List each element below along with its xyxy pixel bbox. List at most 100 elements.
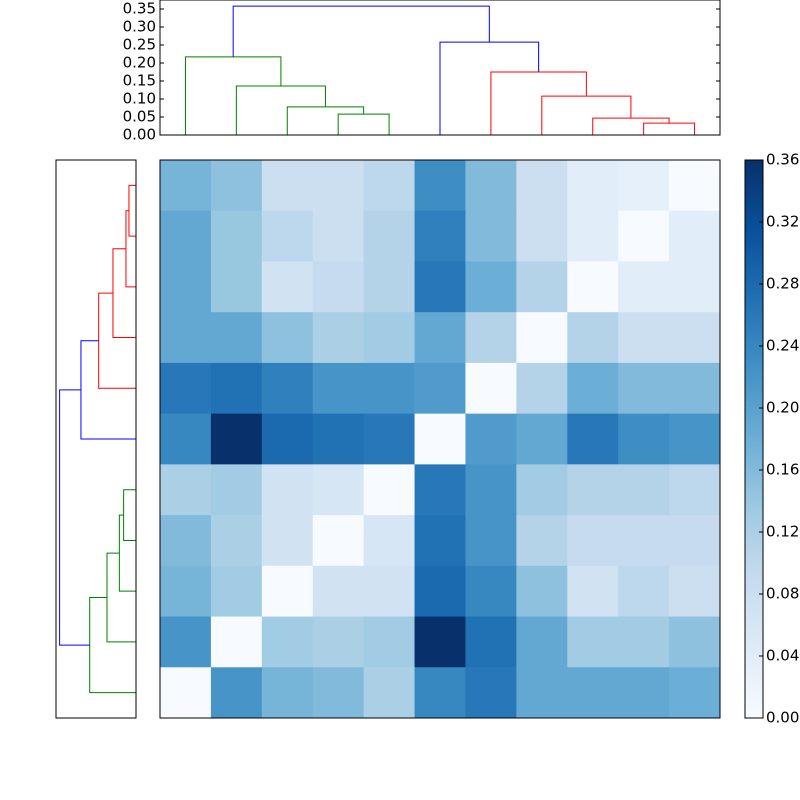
heatmap-cell	[414, 362, 466, 415]
heatmap-cell	[160, 261, 212, 313]
heatmap-cell	[567, 160, 619, 212]
top-dendrogram-link	[592, 117, 670, 135]
heatmap-cell	[516, 362, 568, 415]
heatmap-cell	[210, 210, 263, 262]
heatmap-cell	[618, 160, 670, 212]
y-tick-label: 0.35	[123, 0, 156, 18]
heatmap-cell	[210, 413, 263, 465]
heatmap-cell	[669, 362, 721, 415]
colorbar-tick-label: 0.12	[766, 523, 799, 541]
heatmap-cell	[261, 362, 314, 415]
top-dendrogram-frame	[159, 0, 721, 136]
heatmap-cell	[516, 667, 568, 719]
colorbar-tick-label: 0.28	[766, 275, 799, 293]
heatmap-cell	[312, 616, 365, 668]
heatmap-cell	[160, 464, 212, 516]
top-dendrogram-link	[439, 41, 540, 135]
left-dendrogram-link	[89, 597, 136, 694]
heatmap-cell	[516, 464, 568, 516]
left-dendrogram-link	[123, 489, 136, 541]
heatmap-cell	[312, 565, 365, 618]
top-dendrogram-link	[286, 106, 365, 135]
heatmap-cell	[363, 565, 416, 618]
heatmap-cell	[465, 515, 517, 567]
heatmap-cell	[210, 261, 263, 313]
heatmap-cell	[261, 616, 314, 668]
heatmap-cell	[312, 312, 365, 364]
heatmap-cell	[312, 210, 365, 262]
left-dendrogram-link	[98, 292, 136, 389]
colorbar-tick-label: 0.04	[766, 647, 799, 665]
heatmap-cell	[465, 312, 517, 364]
heatmap-cell	[516, 413, 568, 465]
heatmap-cell	[261, 464, 314, 516]
heatmap-cell	[465, 261, 517, 313]
heatmap-cell	[160, 362, 212, 415]
heatmap-cell	[414, 464, 466, 516]
left-dendrogram-link	[112, 248, 136, 339]
y-tick-label: 0.00	[123, 126, 156, 144]
y-tick-label: 0.25	[123, 36, 156, 54]
heatmap-cell	[669, 667, 721, 719]
heatmap-cell	[363, 312, 416, 364]
heatmap-frame	[159, 159, 721, 719]
y-tick-label: 0.05	[123, 108, 156, 126]
heatmap-cell	[160, 160, 212, 212]
heatmap-cell	[363, 261, 416, 313]
y-tick-label: 0.30	[123, 18, 156, 36]
heatmap-cell	[567, 261, 619, 313]
colorbar-frame	[744, 159, 764, 719]
heatmap-cell	[567, 616, 619, 668]
y-tick-label: 0.15	[123, 72, 156, 90]
heatmap-cell	[618, 667, 670, 719]
heatmap-cell	[312, 667, 365, 719]
heatmap-cell	[363, 362, 416, 415]
heatmap-cell	[465, 160, 517, 212]
heatmap-cell	[414, 413, 466, 465]
heatmap-cell	[465, 667, 517, 719]
heatmap-cell	[210, 667, 263, 719]
heatmap-cell	[363, 515, 416, 567]
left-dendrogram-link	[59, 389, 90, 646]
top-dendrogram-link	[235, 85, 326, 135]
heatmap-cell	[160, 413, 212, 465]
heatmap-cell	[312, 362, 365, 415]
heatmap-cell	[567, 667, 619, 719]
heatmap-cell	[261, 515, 314, 567]
left-dendrogram-link	[80, 340, 136, 440]
colorbar-tick-label: 0.00	[766, 709, 799, 727]
heatmap-cell	[465, 464, 517, 516]
y-tick-label: 0.20	[123, 54, 156, 72]
heatmap-cell	[618, 515, 670, 567]
heatmap-cell	[414, 261, 466, 313]
heatmap-cell	[465, 362, 517, 415]
heatmap-cell	[414, 160, 466, 212]
heatmap-cell	[618, 616, 670, 668]
heatmap-cell	[210, 464, 263, 516]
heatmap-cell	[669, 464, 721, 516]
heatmap-cell	[363, 413, 416, 465]
colorbar-tick-label: 0.20	[766, 399, 799, 417]
heatmap-cell	[516, 210, 568, 262]
heatmap-cell	[414, 312, 466, 364]
heatmap-cell	[618, 210, 670, 262]
heatmap-cell	[567, 312, 619, 364]
heatmap-cell	[465, 413, 517, 465]
heatmap-cell	[312, 515, 365, 567]
heatmap-cell	[567, 565, 619, 618]
heatmap-cell	[363, 464, 416, 516]
top-dendrogram-link	[643, 122, 696, 135]
heatmap-cell	[516, 515, 568, 567]
heatmap-cell	[210, 515, 263, 567]
heatmap-cell	[160, 515, 212, 567]
heatmap-cell	[669, 413, 721, 465]
heatmap-cell	[210, 616, 263, 668]
heatmap-cell	[669, 616, 721, 668]
heatmap-cell	[669, 261, 721, 313]
left-dendrogram-link	[106, 552, 136, 643]
heatmap-cell	[312, 464, 365, 516]
heatmap-cell	[465, 565, 517, 618]
heatmap-cell	[160, 210, 212, 262]
heatmap-cell	[465, 616, 517, 668]
heatmap-cell	[261, 160, 314, 212]
